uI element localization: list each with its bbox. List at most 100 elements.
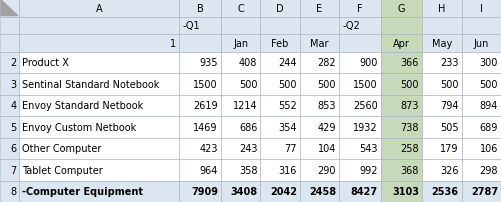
Bar	[381, 18, 422, 35]
Bar	[381, 138, 422, 159]
Text: 500: 500	[401, 80, 419, 89]
Text: 429: 429	[318, 122, 336, 132]
Bar	[461, 181, 501, 202]
Bar	[339, 159, 381, 181]
Text: 2536: 2536	[431, 186, 458, 196]
Bar	[339, 53, 381, 74]
Text: 326: 326	[440, 165, 458, 175]
Text: 2787: 2787	[471, 186, 498, 196]
Text: 4: 4	[11, 101, 17, 111]
Bar	[19, 181, 179, 202]
Bar	[339, 35, 381, 53]
Text: 106: 106	[479, 144, 498, 154]
Bar	[339, 181, 381, 202]
Bar	[221, 117, 261, 138]
Text: Feb: Feb	[272, 39, 289, 49]
Bar	[179, 74, 221, 95]
Bar	[19, 74, 179, 95]
Bar	[461, 53, 501, 74]
Bar	[300, 0, 339, 18]
Text: 964: 964	[199, 165, 218, 175]
Bar	[422, 53, 461, 74]
Bar	[0, 18, 19, 35]
Bar	[19, 117, 179, 138]
Text: A: A	[96, 4, 102, 14]
Bar	[261, 18, 300, 35]
Text: 1: 1	[170, 39, 176, 49]
Bar	[261, 53, 300, 74]
Text: 500: 500	[440, 80, 458, 89]
Text: 282: 282	[318, 58, 336, 68]
Text: 500: 500	[479, 80, 498, 89]
Text: Mar: Mar	[310, 39, 329, 49]
Text: H: H	[438, 4, 445, 14]
Text: 244: 244	[278, 58, 297, 68]
Bar	[0, 117, 19, 138]
Bar	[422, 117, 461, 138]
Bar	[422, 18, 461, 35]
Bar	[0, 138, 19, 159]
Text: 77: 77	[284, 144, 297, 154]
Bar	[422, 138, 461, 159]
Text: C: C	[237, 4, 244, 14]
Bar	[381, 95, 422, 117]
Bar	[461, 35, 501, 53]
Text: 500: 500	[239, 80, 258, 89]
Bar	[381, 0, 422, 18]
Bar	[461, 159, 501, 181]
Text: May: May	[432, 39, 452, 49]
Bar	[261, 117, 300, 138]
Text: 500: 500	[278, 80, 297, 89]
Text: F: F	[357, 4, 363, 14]
Bar	[179, 95, 221, 117]
Bar	[461, 74, 501, 95]
Bar	[179, 35, 221, 53]
Text: Envoy Custom Netbook: Envoy Custom Netbook	[22, 122, 136, 132]
Text: 1469: 1469	[193, 122, 218, 132]
Bar	[221, 74, 261, 95]
Bar	[0, 181, 19, 202]
Bar	[221, 0, 261, 18]
Text: 689: 689	[479, 122, 498, 132]
Text: 6: 6	[11, 144, 17, 154]
Bar	[221, 35, 261, 53]
Bar	[300, 117, 339, 138]
Bar	[221, 95, 261, 117]
Bar	[179, 117, 221, 138]
Text: 3: 3	[11, 80, 17, 89]
Text: I: I	[480, 4, 483, 14]
Text: 552: 552	[278, 101, 297, 111]
Text: 1500: 1500	[193, 80, 218, 89]
Bar	[221, 138, 261, 159]
Bar	[19, 18, 179, 35]
Bar	[179, 138, 221, 159]
Bar	[179, 53, 221, 74]
Text: 1932: 1932	[353, 122, 378, 132]
Bar	[422, 35, 461, 53]
Text: 423: 423	[199, 144, 218, 154]
Text: 3408: 3408	[230, 186, 258, 196]
Text: 1500: 1500	[353, 80, 378, 89]
Bar	[261, 35, 300, 53]
Text: E: E	[317, 4, 323, 14]
Text: 3103: 3103	[392, 186, 419, 196]
Text: G: G	[398, 4, 405, 14]
Bar	[300, 18, 339, 35]
Text: D: D	[276, 4, 284, 14]
Bar	[179, 18, 221, 35]
Text: Product X: Product X	[22, 58, 69, 68]
Bar	[221, 18, 261, 35]
Text: 7909: 7909	[191, 186, 218, 196]
Text: 738: 738	[401, 122, 419, 132]
Bar	[381, 35, 422, 53]
Bar	[300, 74, 339, 95]
Text: Jun: Jun	[473, 39, 489, 49]
Bar	[261, 181, 300, 202]
Polygon shape	[1, 1, 18, 17]
Bar	[221, 53, 261, 74]
Text: 935: 935	[199, 58, 218, 68]
Bar	[422, 0, 461, 18]
Text: -Q1: -Q1	[182, 21, 200, 31]
Bar	[261, 159, 300, 181]
Bar	[461, 95, 501, 117]
